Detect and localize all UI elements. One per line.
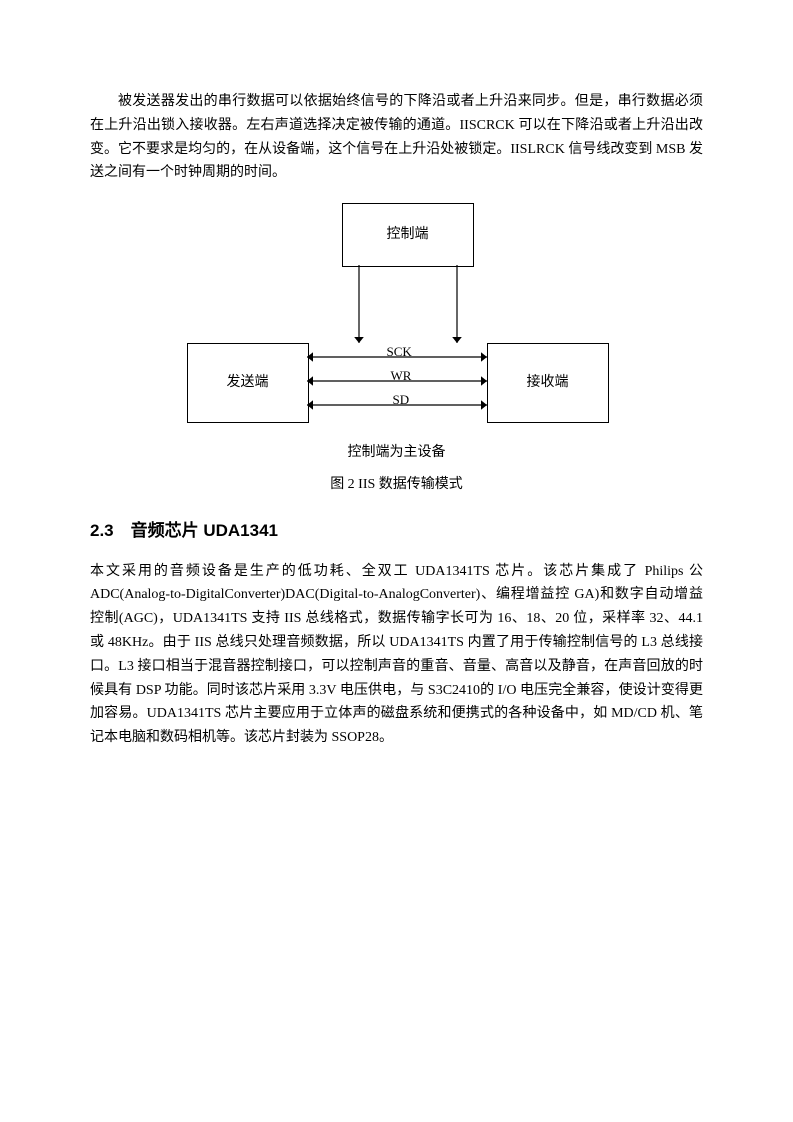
body-paragraph: 本文采用的音频设备是生产的低功耗、全双工 UDA1341TS 芯片。该芯片集成了… (90, 560, 703, 750)
iis-block-diagram: 控制端发送端接收端SCKWRSD (90, 203, 703, 433)
section-heading-2-3: 2.3 音频芯片 UDA1341 (90, 517, 703, 546)
figure-caption: 图 2 IIS 数据传输模式 (90, 473, 703, 497)
diagram-subtitle: 控制端为主设备 (90, 441, 703, 465)
intro-paragraph: 被发送器发出的串行数据可以依据始终信号的下降沿或者上升沿来同步。但是，串行数据必… (90, 90, 703, 185)
diagram-wires (187, 203, 607, 433)
